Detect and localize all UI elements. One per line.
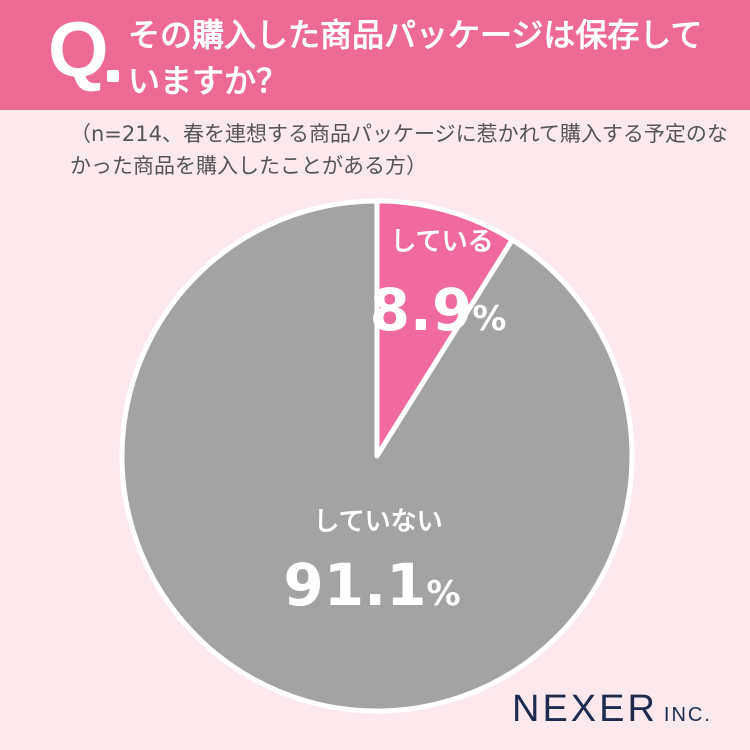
slice-unit: % [472, 299, 506, 339]
slice-unit: % [427, 574, 461, 614]
question-header: Q その購入した商品パッケージは保存していますか？ [0, 0, 750, 110]
slice-label-no: していない [313, 507, 442, 537]
sample-note: （n=214、春を連想する商品パッケージに惹かれて購入する予定のなかった商品を購… [70, 122, 728, 178]
logo-suffix: INC. [663, 704, 712, 726]
question-text: その購入した商品パッケージは保存していますか？ [128, 16, 703, 100]
slice-label-yes: している [390, 227, 493, 257]
nexer-logo: NEXER INC. [512, 688, 712, 731]
pie-slice-yes [374, 198, 515, 459]
pie-slices [119, 198, 635, 714]
pie-slice-no [119, 198, 635, 714]
logo-main: NEXER [512, 688, 658, 730]
q-mark: Q [48, 5, 109, 93]
q-dot [107, 70, 119, 82]
